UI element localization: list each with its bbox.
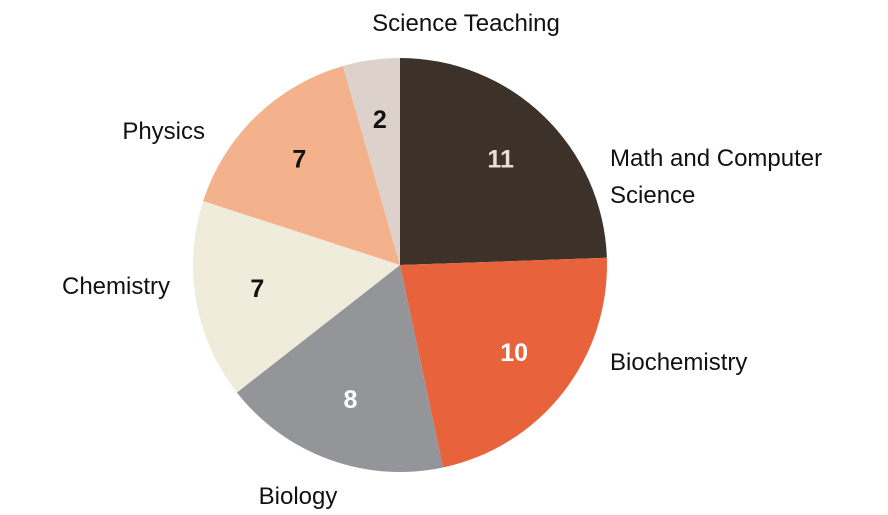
category-label: Math and Computer Science: [610, 145, 823, 209]
category-label: Biology: [258, 483, 338, 510]
pie-slice: [342, 58, 400, 265]
category-label: Physics: [122, 118, 205, 145]
value-label: 2: [373, 106, 387, 134]
value-label: 7: [292, 145, 306, 173]
value-label: 11: [487, 145, 514, 173]
value-label: 10: [500, 339, 528, 367]
pie-slice: [193, 201, 400, 393]
category-label: Chemistry: [61, 273, 170, 300]
category-label: Biochemistry: [610, 349, 748, 376]
category-label: Science Teaching: [372, 10, 560, 37]
value-label: 7: [250, 275, 264, 303]
pie-slice: [236, 265, 444, 473]
value-label: 8: [343, 386, 357, 414]
pie-slice: [400, 257, 607, 468]
pie-slice: [400, 58, 607, 265]
pie-slice: [203, 66, 400, 265]
